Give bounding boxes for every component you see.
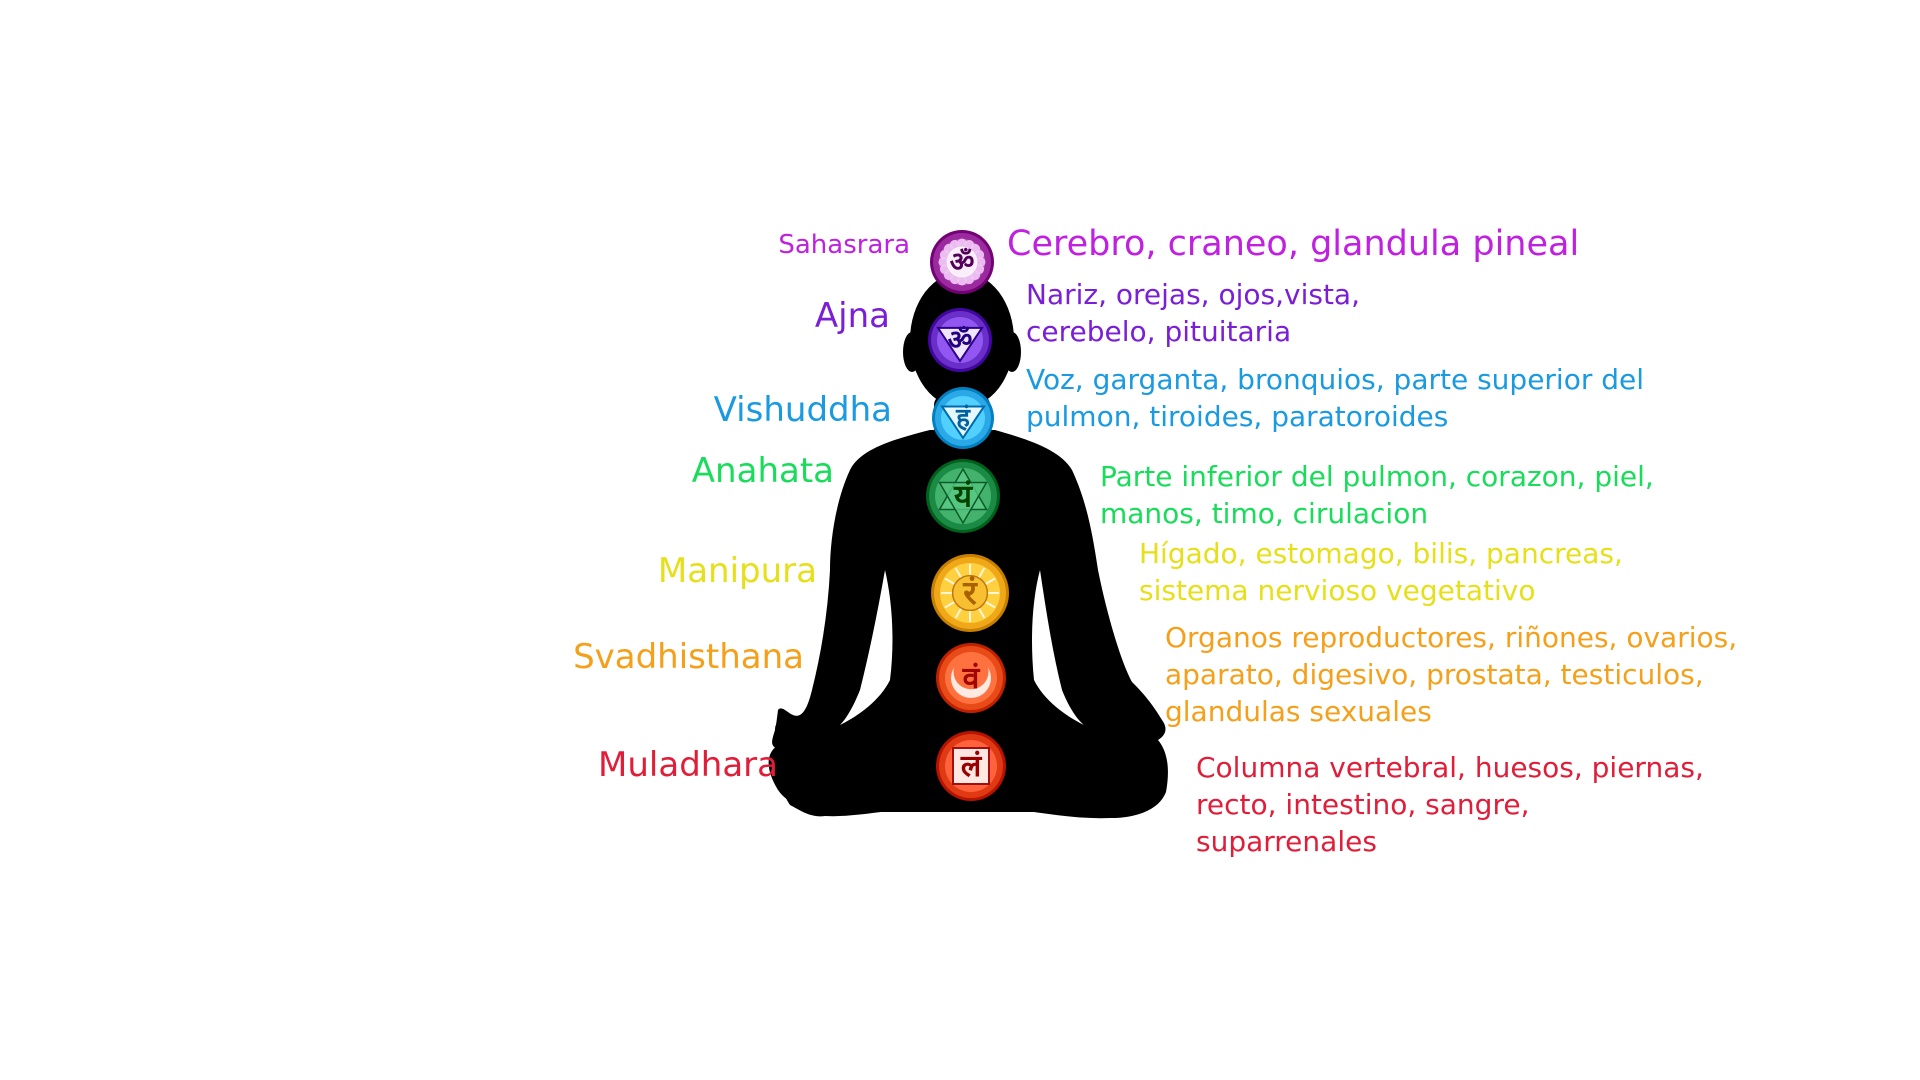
chakra-description-muladhara: Columna vertebral, huesos, piernas, recto… — [1196, 749, 1704, 860]
chakra-bija-glyph: रं — [962, 573, 978, 612]
description-line: pulmon, tiroides, paratoroides — [1026, 400, 1449, 433]
description-line: Cerebro, craneo, glandula pineal — [1007, 224, 1580, 264]
muladhara-square-icon: लं — [936, 731, 1006, 801]
chakra-description-manipura: Hígado, estomago, bilis, pancreas, sistem… — [1139, 535, 1623, 609]
chakra-description-svadhisthana: Organos reproductores, riñones, ovarios,… — [1165, 619, 1737, 730]
anahata-hexagram-icon: यं — [926, 459, 1000, 533]
description-line: Parte inferior del pulmon, corazon, piel… — [1100, 460, 1654, 493]
chakra-description-ajna: Nariz, orejas, ojos,vista, cerebelo, pitu… — [1026, 276, 1360, 350]
chakra-bija-glyph: वं — [962, 661, 981, 696]
chakra-bija-glyph: ॐ — [948, 325, 973, 356]
description-line: manos, timo, cirulacion — [1100, 497, 1429, 530]
chakra-description-anahata: Parte inferior del pulmon, corazon, piel… — [1100, 458, 1654, 532]
manipura-sun-icon: रं — [931, 554, 1009, 632]
chakra-bija-glyph: हं — [955, 404, 971, 434]
chakra-bija-glyph: लं — [960, 749, 983, 784]
chakra-name-anahata: Anahata — [691, 451, 834, 491]
chakra-description-vishuddha: Voz, garganta, bronquios, parte superior… — [1026, 361, 1644, 435]
description-line: sistema nervioso vegetativo — [1139, 574, 1536, 607]
chakra-name-svadhisthana: Svadhisthana — [573, 637, 804, 677]
description-line: suparrenales — [1196, 825, 1377, 858]
description-line: Columna vertebral, huesos, piernas, — [1196, 751, 1704, 784]
chakra-bija-glyph: ॐ — [950, 247, 975, 278]
vishuddha-triangle-icon: हं — [932, 387, 994, 449]
chakra-bija-glyph: यं — [953, 478, 973, 514]
description-line: glandulas sexuales — [1165, 695, 1432, 728]
description-line: Voz, garganta, bronquios, parte superior… — [1026, 363, 1645, 396]
description-line: aparato, digesivo, prostata, testiculos, — [1165, 658, 1704, 691]
chakra-name-ajna: Ajna — [814, 296, 890, 336]
chakra-name-manipura: Manipura — [657, 551, 817, 591]
sahasrara-lotus-icon: ॐ — [930, 230, 994, 294]
description-line: cerebelo, pituitaria — [1026, 315, 1292, 348]
description-line: recto, intestino, sangre, — [1196, 788, 1530, 821]
chakra-name-muladhara: Muladhara — [598, 745, 778, 785]
description-line: Nariz, orejas, ojos,vista, — [1026, 278, 1360, 311]
chakra-description-sahasrara: Cerebro, craneo, glandula pineal — [1007, 222, 1579, 266]
description-line: Hígado, estomago, bilis, pancreas, — [1139, 537, 1623, 570]
svadhisthana-crescent-icon: वं — [936, 643, 1006, 713]
chakra-name-vishuddha: Vishuddha — [713, 390, 892, 430]
chakra-name-sahasrara: Sahasrara — [778, 230, 910, 260]
description-line: Organos reproductores, riñones, ovarios, — [1165, 621, 1738, 654]
ajna-triangle-icon: ॐ — [928, 308, 992, 372]
